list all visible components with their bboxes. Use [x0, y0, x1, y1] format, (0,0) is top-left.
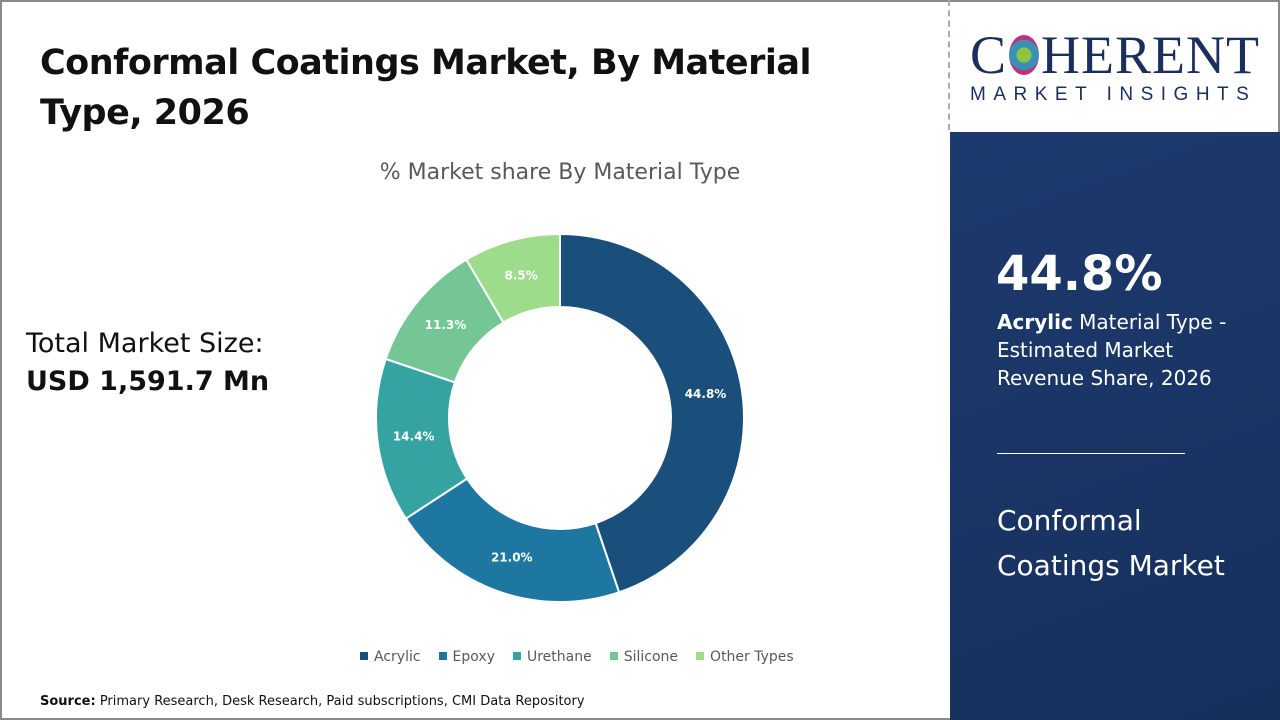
highlight-panel [950, 132, 1280, 720]
legend-label: Acrylic [374, 649, 421, 665]
legend-item: Urethane [512, 649, 592, 665]
legend-swatch [696, 652, 705, 660]
page-title: Conformal Coatings Market, By Material T… [40, 43, 811, 133]
legend-label: Silicone [623, 649, 679, 665]
highlight-value: 44.8% [996, 246, 1163, 302]
logo-wordmark: C HERENT [970, 25, 1260, 85]
legend-item: Acrylic [360, 649, 421, 665]
data-label: 11.3% [425, 318, 467, 332]
donut-chart: 44.8% 21.0% 14.4% 11.3% 8.5% [375, 232, 745, 603]
highlight-description: Acrylic Material Type - Estimated Market… [997, 308, 1247, 392]
total-value: USD 1,591.7 Mn [26, 366, 270, 397]
chart-title: % Market share By Material Type [379, 160, 741, 185]
divider [948, 0, 950, 130]
divider-line [997, 453, 1185, 454]
legend-item: Silicone [609, 649, 679, 665]
source-note: Source: Primary Research, Desk Research,… [40, 694, 585, 709]
legend-swatch [438, 652, 447, 660]
legend-label: Urethane [526, 649, 592, 665]
highlight-segment: Acrylic [997, 310, 1073, 334]
total-label: Total Market Size: [26, 328, 264, 359]
legend-swatch [360, 652, 368, 660]
chart-legend: Acrylic Epoxy Urethane Silicone Other Types [360, 649, 794, 665]
globe-icon [1009, 35, 1040, 75]
legend-swatch [512, 652, 521, 660]
data-label: 14.4% [393, 429, 435, 443]
data-label: 8.5% [504, 269, 537, 283]
total-market-size: Total Market Size: USD 1,591.7 Mn [26, 325, 269, 401]
highlight-desc-text: Material Type - Estimated Market Revenue… [997, 310, 1227, 390]
data-label: 21.0% [491, 550, 533, 564]
market-name: Conformal Coatings Market [997, 504, 1225, 582]
legend-item: Other Types [696, 649, 794, 665]
data-label: 44.8% [685, 387, 727, 401]
legend-label: Other Types [710, 649, 794, 665]
logo-tagline: MARKET INSIGHTS [970, 84, 1257, 105]
legend-item: Epoxy [438, 649, 495, 665]
logo: C HERENT MARKET INSIGHTS [970, 28, 1260, 106]
legend-swatch [609, 652, 618, 660]
slice-epoxy [404, 477, 621, 603]
slice-other-types [464, 232, 561, 324]
legend-label: Epoxy [452, 649, 495, 665]
source-label: Source: [40, 694, 96, 709]
slice-acrylic [559, 232, 745, 594]
source-text: Primary Research, Desk Research, Paid su… [95, 694, 585, 709]
